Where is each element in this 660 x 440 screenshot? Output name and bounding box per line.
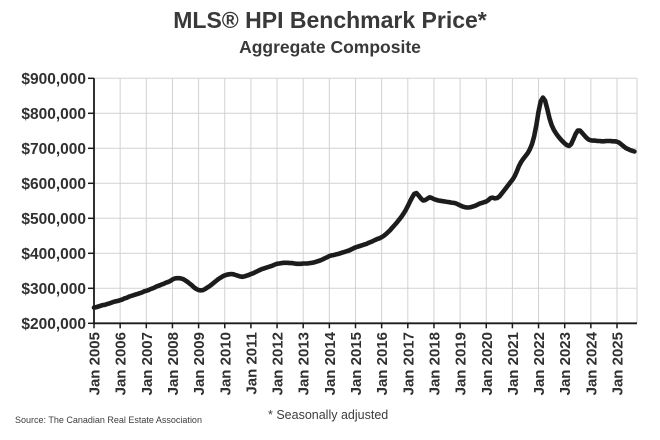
x-axis-label: Jan 2022 — [531, 332, 548, 395]
y-axis-label: $400,000 — [21, 246, 86, 263]
y-axis-label: $800,000 — [21, 106, 86, 123]
x-axis-label: Jan 2009 — [191, 332, 208, 395]
x-axis-label: Jan 2006 — [113, 332, 130, 395]
x-axis-label: Jan 2008 — [165, 332, 182, 395]
x-axis-label: Jan 2010 — [217, 332, 234, 395]
x-axis-label: Jan 2017 — [400, 332, 417, 395]
x-axis-label: Jan 2019 — [453, 332, 470, 395]
chart-subtitle: Aggregate Composite — [239, 37, 421, 57]
source-attribution: Source: The Canadian Real Estate Associa… — [15, 415, 202, 425]
y-axis-label: $500,000 — [21, 211, 86, 228]
y-axis-label: $900,000 — [21, 71, 86, 88]
x-axis-label: Jan 2007 — [139, 332, 156, 395]
x-axis-label: Jan 2021 — [505, 332, 522, 395]
x-axis-label: Jan 2020 — [479, 332, 496, 395]
y-axis-label: $600,000 — [21, 176, 86, 193]
x-axis-label: Jan 2016 — [374, 332, 391, 395]
y-axis-label: $700,000 — [21, 141, 86, 158]
benchmark-price-series-line — [91, 95, 637, 310]
x-axis-label: Jan 2012 — [270, 332, 287, 395]
chart-title: MLS® HPI Benchmark Price* — [173, 7, 487, 33]
x-axis-label: Jan 2018 — [426, 332, 443, 395]
y-axis-label: $200,000 — [21, 316, 86, 333]
seasonally-adjusted-note: * Seasonally adjusted — [268, 408, 389, 422]
x-axis-label: Jan 2015 — [348, 332, 365, 395]
y-axis-label: $300,000 — [21, 281, 86, 298]
x-axis-label: Jan 2025 — [610, 332, 627, 395]
x-axis-label: Jan 2005 — [87, 332, 104, 395]
x-axis-label: Jan 2013 — [296, 332, 313, 395]
x-axis-label: Jan 2011 — [243, 332, 260, 395]
x-axis-label: Jan 2023 — [557, 332, 574, 395]
x-axis-label: Jan 2024 — [583, 331, 600, 395]
x-axis-label: Jan 2014 — [322, 331, 339, 395]
